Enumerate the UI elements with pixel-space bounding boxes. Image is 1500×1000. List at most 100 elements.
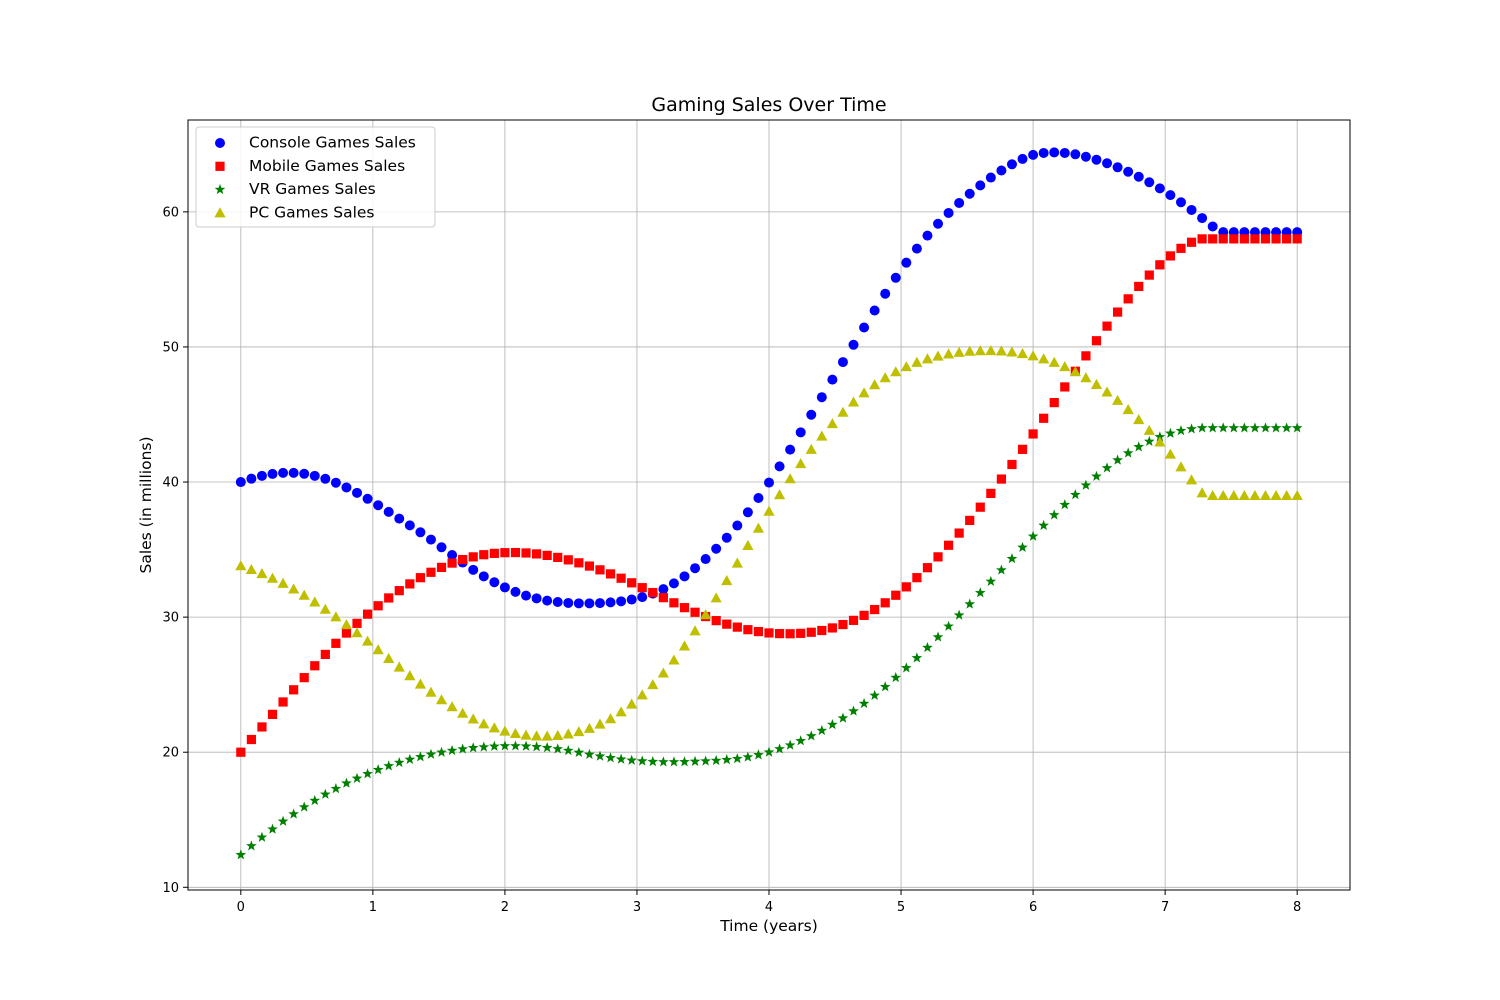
data-point-square bbox=[922, 563, 933, 573]
data-point-circle bbox=[552, 596, 563, 607]
data-point-star bbox=[911, 652, 923, 663]
data-point-star bbox=[753, 749, 764, 760]
series-triangle-group bbox=[235, 344, 1303, 741]
data-point-star bbox=[277, 815, 289, 826]
data-point-square bbox=[1102, 321, 1112, 331]
data-point-square bbox=[1007, 459, 1017, 470]
data-point-circle bbox=[584, 598, 595, 609]
data-point-square bbox=[1144, 270, 1154, 280]
data-point-triangle bbox=[1196, 487, 1208, 498]
data-point-star bbox=[869, 689, 880, 700]
data-point-square bbox=[870, 604, 880, 615]
data-point-circle bbox=[489, 577, 500, 588]
data-point-square bbox=[331, 638, 341, 648]
data-point-circle bbox=[753, 492, 764, 503]
data-point-circle bbox=[637, 592, 648, 603]
data-point-triangle bbox=[1122, 404, 1134, 415]
data-point-circle bbox=[700, 554, 711, 565]
data-point-square bbox=[732, 622, 742, 632]
data-point-circle bbox=[1197, 213, 1208, 224]
data-point-star bbox=[805, 730, 817, 741]
data-point-square bbox=[880, 598, 890, 608]
data-point-triangle bbox=[742, 539, 754, 551]
data-point-triangle bbox=[594, 718, 606, 729]
data-point-circle bbox=[943, 207, 954, 218]
data-point-triangle bbox=[425, 686, 437, 697]
data-point-square bbox=[341, 628, 352, 638]
data-point-circle bbox=[785, 444, 796, 455]
data-point-circle bbox=[521, 590, 532, 601]
data-point-square bbox=[436, 562, 447, 573]
data-point-circle bbox=[1207, 221, 1218, 232]
data-point-square bbox=[1049, 398, 1059, 408]
data-point-triangle bbox=[784, 473, 796, 484]
data-point-circle bbox=[425, 534, 436, 545]
data-point-square bbox=[627, 578, 637, 588]
data-point-triangle bbox=[1228, 489, 1240, 501]
data-point-triangle bbox=[1207, 489, 1219, 501]
data-point-triangle bbox=[1249, 489, 1261, 501]
data-point-circle bbox=[954, 197, 965, 208]
data-point-square bbox=[426, 567, 436, 577]
data-point-triangle bbox=[235, 560, 247, 571]
y-tick-label: 10 bbox=[162, 881, 179, 896]
data-point-square bbox=[986, 488, 996, 498]
data-point-star bbox=[763, 746, 775, 757]
data-point-triangle bbox=[1069, 366, 1081, 377]
data-point-circle bbox=[679, 571, 690, 582]
legend-marker-square bbox=[215, 161, 225, 171]
data-point-triangle bbox=[319, 603, 331, 614]
data-point-circle bbox=[447, 549, 458, 560]
x-tick-label: 5 bbox=[897, 900, 905, 915]
data-point-triangle bbox=[721, 575, 733, 586]
y-tick-label: 30 bbox=[162, 611, 179, 626]
data-point-triangle bbox=[1238, 489, 1250, 501]
data-point-star bbox=[562, 744, 574, 756]
data-point-circle bbox=[721, 532, 732, 543]
data-point-square bbox=[753, 626, 764, 637]
data-point-circle bbox=[1102, 158, 1113, 169]
data-point-circle bbox=[658, 584, 669, 595]
data-point-star bbox=[393, 757, 405, 768]
data-point-star bbox=[1228, 422, 1240, 433]
x-tick-label: 7 bbox=[1161, 900, 1169, 915]
data-point-star bbox=[425, 748, 437, 759]
data-point-star bbox=[953, 609, 965, 620]
data-point-square bbox=[648, 587, 658, 598]
data-point-star bbox=[552, 743, 564, 754]
data-point-square bbox=[679, 603, 690, 613]
data-point-square bbox=[1208, 234, 1218, 244]
data-point-triangle bbox=[995, 345, 1007, 356]
data-point-triangle bbox=[942, 348, 955, 359]
data-point-star bbox=[584, 748, 595, 760]
data-point-star bbox=[774, 743, 785, 754]
data-point-circle bbox=[246, 473, 257, 484]
data-point-star bbox=[1281, 422, 1292, 433]
data-point-star bbox=[573, 746, 585, 758]
data-point-circle bbox=[964, 188, 975, 199]
data-point-square bbox=[595, 565, 605, 575]
data-point-triangle bbox=[604, 713, 617, 724]
data-point-square bbox=[1060, 382, 1070, 392]
data-point-square bbox=[320, 649, 330, 660]
data-point-triangle bbox=[847, 396, 860, 407]
data-point-star bbox=[1112, 454, 1123, 465]
marks-layer bbox=[235, 147, 1303, 860]
data-point-triangle bbox=[911, 356, 923, 367]
data-point-circle bbox=[415, 527, 426, 538]
data-point-triangle bbox=[1185, 474, 1198, 485]
data-point-circle bbox=[404, 520, 415, 531]
y-tick-label: 50 bbox=[162, 340, 179, 355]
data-point-triangle bbox=[583, 722, 596, 733]
data-point-square bbox=[774, 629, 785, 639]
data-point-square bbox=[616, 573, 626, 583]
data-point-triangle bbox=[383, 652, 395, 663]
data-point-triangle bbox=[256, 568, 268, 579]
x-tick-label: 3 bbox=[633, 900, 641, 915]
data-point-circle bbox=[1123, 166, 1134, 177]
data-point-star bbox=[446, 744, 458, 756]
data-point-triangle bbox=[361, 635, 374, 646]
data-point-square bbox=[1155, 260, 1165, 270]
data-point-triangle bbox=[1027, 350, 1039, 361]
data-point-square bbox=[1134, 281, 1144, 292]
